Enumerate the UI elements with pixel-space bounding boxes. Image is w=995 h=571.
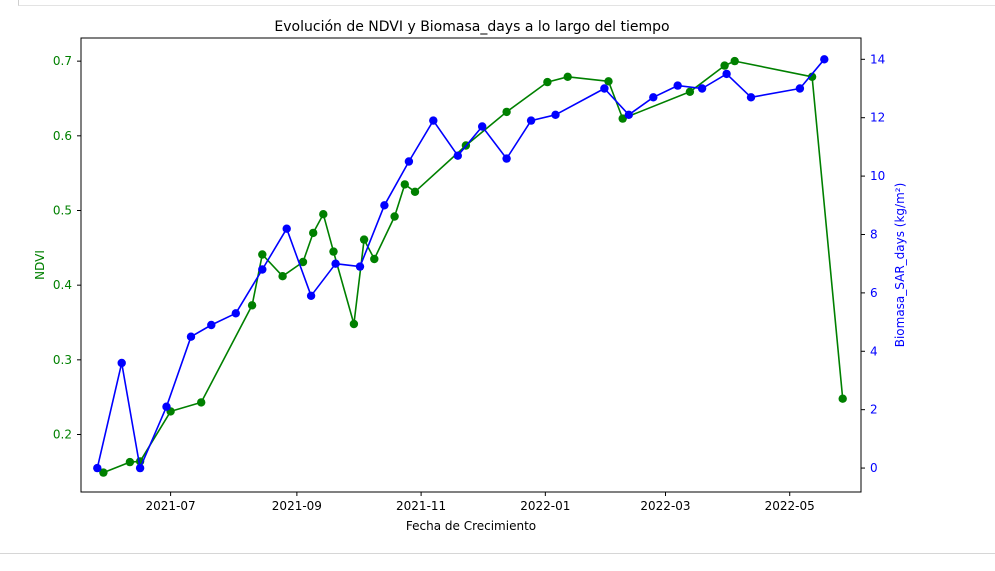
top-cell-border bbox=[18, 0, 995, 6]
biomasa-data-point bbox=[404, 157, 414, 166]
biomasa-data-point bbox=[526, 116, 536, 125]
biomasa-data-point bbox=[478, 122, 487, 131]
ndvi-data-point bbox=[370, 254, 379, 264]
biomasa-data-point bbox=[355, 262, 365, 271]
ndvi-data-point bbox=[563, 72, 572, 82]
ndvi-data-point bbox=[247, 301, 257, 310]
plot-frame bbox=[80, 37, 862, 493]
ndvi-data-point bbox=[309, 228, 318, 238]
ndvi-data-point bbox=[807, 72, 817, 82]
biomasa-data-point bbox=[820, 55, 829, 64]
x-tick-label: 2022-05 bbox=[765, 499, 815, 513]
y-right-tick-label: 8 bbox=[870, 227, 878, 241]
y-right-tick-label: 10 bbox=[870, 169, 885, 183]
y-axis-right-label: Biomasa_SAR_days (kg/m²) bbox=[893, 183, 907, 348]
biomasa-data-point bbox=[697, 84, 707, 93]
biomasa-data-point bbox=[186, 332, 196, 341]
y-left-tick-label: 0.3 bbox=[53, 353, 72, 367]
ndvi-data-point bbox=[838, 394, 847, 403]
biomasa-data-point bbox=[551, 110, 560, 120]
biomasa-data-point bbox=[453, 151, 462, 160]
ndvi-data-point bbox=[197, 398, 206, 407]
y-left-tick-label: 0.4 bbox=[53, 278, 72, 292]
biomasa-data-point bbox=[746, 93, 756, 102]
biomasa-data-point bbox=[429, 116, 438, 125]
biomasa-data-point bbox=[135, 463, 145, 473]
biomasa-data-point bbox=[722, 69, 731, 79]
biomasa-data-point bbox=[502, 154, 511, 163]
y-right-tick-label: 0 bbox=[870, 461, 878, 475]
biomasa-data-point bbox=[258, 265, 267, 274]
ndvi-series-line bbox=[103, 60, 844, 474]
biomasa-data-point bbox=[624, 110, 633, 120]
ndvi-data-point bbox=[543, 77, 552, 87]
ndvi-data-point bbox=[502, 107, 511, 117]
x-tick-label: 2022-03 bbox=[640, 499, 690, 513]
y-left-tick-label: 0.5 bbox=[53, 203, 72, 217]
biomasa-data-point bbox=[306, 291, 316, 300]
ticks-layer: 2021-07 2021-09 2021-11 2022-01 2022-03 2022-… bbox=[53, 52, 885, 513]
ndvi-data-point bbox=[390, 212, 399, 221]
ndvi-data-point bbox=[298, 257, 308, 267]
ndvi-data-point bbox=[125, 457, 135, 467]
biomasa-data-point bbox=[331, 259, 340, 268]
ndvi-data-point bbox=[685, 87, 695, 97]
x-tick-label: 2021-11 bbox=[396, 499, 446, 513]
biomasa-data-point bbox=[207, 320, 216, 330]
y-right-tick-label: 14 bbox=[870, 52, 885, 66]
biomasa-data-point bbox=[649, 93, 658, 102]
biomasa-data-point bbox=[673, 81, 682, 90]
ndvi-data-point bbox=[604, 77, 613, 86]
y-right-tick-label: 6 bbox=[870, 286, 878, 300]
y-left-tick-label: 0.7 bbox=[53, 54, 72, 68]
ndvi-data-point bbox=[99, 468, 108, 477]
ndvi-data-point bbox=[720, 61, 729, 70]
biomasa-data-point bbox=[380, 201, 389, 210]
biomasa-data-point bbox=[282, 224, 291, 233]
x-tick-label: 2022-01 bbox=[520, 499, 570, 513]
ndvi-data-point bbox=[319, 210, 328, 219]
biomasa-data-point bbox=[231, 309, 240, 318]
ndvi-data-point bbox=[258, 250, 267, 259]
biomasa-data-point bbox=[93, 463, 102, 473]
ndvi-data-point bbox=[359, 235, 369, 244]
ndvi-data-point bbox=[278, 272, 287, 281]
y-right-tick-label: 4 bbox=[870, 344, 878, 358]
y-axis-left-label: NDVI bbox=[33, 250, 47, 280]
biomasa-data-point bbox=[795, 84, 805, 93]
ndvi-data-point bbox=[618, 114, 627, 123]
biomasa-data-point bbox=[117, 358, 126, 368]
ndvi-data-point bbox=[410, 187, 420, 196]
x-tick-label: 2021-07 bbox=[146, 499, 196, 513]
biomasa-data-point bbox=[162, 402, 171, 411]
x-tick-label: 2021-09 bbox=[272, 499, 322, 513]
y-left-tick-label: 0.6 bbox=[53, 129, 72, 143]
ndvi-data-point bbox=[329, 247, 338, 256]
ndvi-data-point bbox=[730, 56, 739, 66]
bottom-cell-border bbox=[0, 553, 995, 554]
ndvi-data-point bbox=[349, 319, 359, 329]
x-axis-label: Fecha de Crecimiento bbox=[406, 519, 536, 533]
y-left-tick-label: 0.2 bbox=[53, 428, 72, 442]
biomasa-data-point bbox=[600, 84, 609, 93]
biomasa-series-line bbox=[96, 58, 825, 469]
y-right-tick-label: 12 bbox=[870, 111, 885, 125]
chart-title: Evolución de NDVI y Biomasa_days a lo la… bbox=[274, 19, 669, 35]
series-layer bbox=[93, 55, 847, 477]
ndvi-data-point bbox=[400, 180, 409, 189]
y-right-tick-label: 2 bbox=[870, 403, 878, 417]
